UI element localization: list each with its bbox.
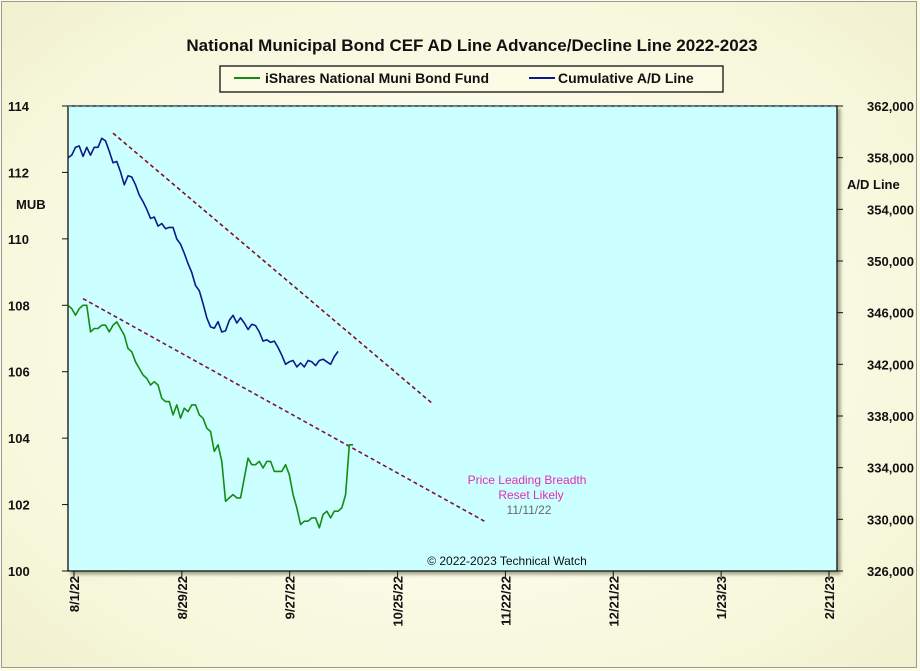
- y-axis-right: 362,000 358,000 354,000 350,000 346,000 342,0…: [837, 99, 914, 579]
- annotation-reset-likely: Reset Likely: [498, 488, 563, 502]
- y-left-tick-label: 100: [8, 564, 30, 579]
- series-line-ishares: [67, 304, 354, 529]
- x-tick-label: 8/1/22: [67, 576, 82, 612]
- y-left-tick-label: 112: [8, 165, 29, 180]
- x-tick-label: 12/21/22: [606, 576, 621, 627]
- copyright: © 2022-2023 Technical Watch: [427, 554, 587, 568]
- series-line-ad-line: [67, 137, 339, 368]
- y-left-tick-label: 114: [8, 99, 30, 114]
- annotation-date: 11/11/22: [507, 503, 552, 517]
- chart-title: National Municipal Bond CEF AD Line Adva…: [186, 36, 757, 55]
- y-right-tick-label: 342,000: [867, 357, 914, 372]
- y-right-tick-label: 346,000: [867, 306, 914, 321]
- y-right-tick-label: 358,000: [867, 151, 914, 166]
- legend: iShares National Muni Bond Fund Cumulati…: [219, 65, 724, 93]
- y-left-tick-label: 106: [8, 365, 30, 380]
- y-right-tick-label: 334,000: [867, 461, 914, 476]
- y-left-tick-label: 104: [8, 431, 30, 446]
- x-axis: 8/1/22 8/29/22 9/27/22 10/25/22 11/22/22 12/2…: [67, 571, 837, 627]
- y-right-tick-label: 354,000: [867, 202, 914, 217]
- x-tick-label: 1/23/23: [714, 576, 729, 619]
- legend-box: [219, 65, 724, 93]
- legend-label-ad-line: Cumulative A/D Line: [558, 70, 694, 86]
- y-right-tick-label: 338,000: [867, 409, 914, 424]
- y-right-tick-label: 326,000: [867, 564, 914, 579]
- y-axis-right-label: A/D Line: [847, 177, 900, 192]
- x-tick-label: 8/29/22: [175, 576, 190, 619]
- y-right-tick-label: 350,000: [867, 254, 914, 269]
- legend-label-ishares: iShares National Muni Bond Fund: [265, 70, 489, 86]
- annotation-price-leading-breadth: Price Leading Breadth: [468, 473, 587, 487]
- x-tick-label: 11/22/22: [498, 576, 513, 626]
- y-left-tick-label: 108: [8, 298, 30, 313]
- y-left-tick-label: 102: [8, 498, 30, 513]
- y-axis-left: 114 112 110 108 106 104 102 100: [8, 99, 68, 579]
- y-right-tick-label: 330,000: [867, 512, 914, 527]
- x-tick-label: 2/21/23: [822, 576, 837, 619]
- x-tick-label: 10/25/22: [391, 576, 406, 627]
- x-tick-label: 9/27/22: [283, 576, 298, 619]
- plot-area: [67, 105, 838, 572]
- y-right-tick-label: 362,000: [867, 99, 914, 114]
- y-left-tick-label: 110: [8, 232, 29, 247]
- y-axis-left-label: MUB: [16, 197, 46, 212]
